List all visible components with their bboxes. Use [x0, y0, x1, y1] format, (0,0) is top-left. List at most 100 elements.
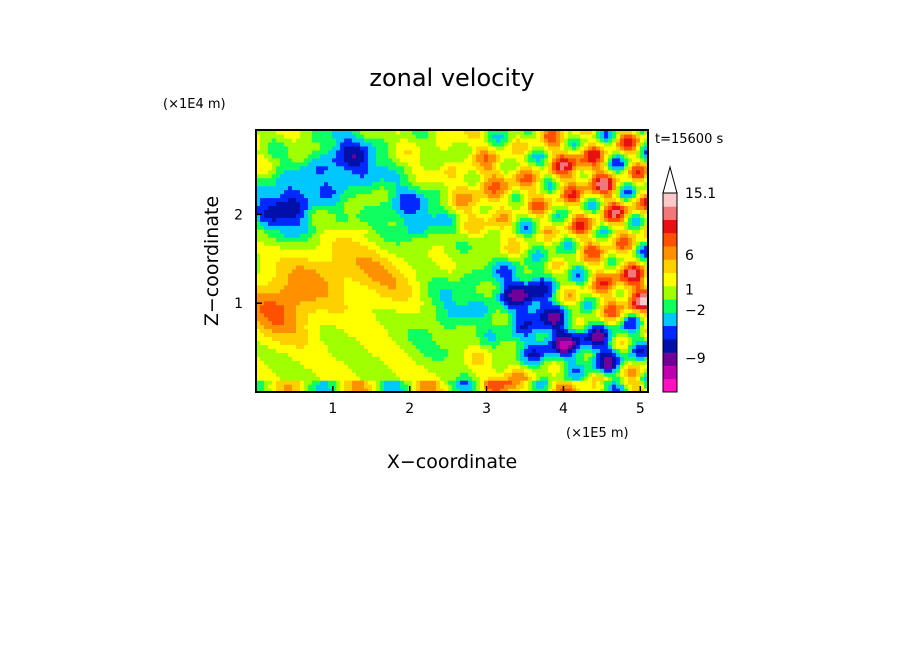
heatmap-cell — [404, 296, 409, 302]
heatmap-cell — [440, 376, 445, 381]
heatmap-cell — [432, 189, 437, 195]
heatmap-cell — [420, 300, 425, 306]
heatmap-cell — [476, 284, 481, 290]
heatmap-cell — [356, 352, 361, 357]
heatmap-cell — [512, 197, 517, 203]
heatmap-cell — [404, 368, 409, 373]
heatmap-cell — [264, 300, 269, 306]
heatmap-cell — [264, 130, 269, 135]
heatmap-cell — [516, 328, 521, 334]
heatmap-cell — [416, 288, 421, 294]
heatmap-cell — [400, 324, 405, 330]
heatmap-cell — [392, 229, 397, 234]
heatmap-cell — [328, 376, 333, 381]
heatmap-cell — [544, 360, 549, 365]
heatmap-cell — [476, 280, 481, 286]
heatmap-cell — [424, 380, 429, 385]
heatmap-cell — [376, 388, 381, 392]
heatmap-cell — [516, 264, 521, 270]
heatmap-cell — [440, 344, 445, 349]
heatmap-cell — [556, 352, 561, 357]
heatmap-cell — [356, 268, 361, 274]
heatmap-cell — [340, 308, 345, 314]
heatmap-cell — [260, 177, 265, 183]
heatmap-cell — [388, 161, 393, 167]
heatmap-cell — [480, 185, 485, 191]
heatmap-cell — [508, 264, 513, 270]
heatmap-cell — [260, 205, 265, 210]
heatmap-cell — [536, 360, 541, 365]
heatmap-cell — [308, 245, 313, 250]
heatmap-cell — [536, 356, 541, 361]
heatmap-cell — [400, 249, 405, 254]
heatmap-cell — [296, 376, 301, 381]
heatmap-cell — [280, 249, 285, 254]
heatmap-cell — [472, 205, 477, 210]
heatmap-cell — [540, 324, 545, 330]
heatmap-cell — [424, 213, 429, 218]
heatmap-cell — [308, 268, 313, 274]
heatmap-cell — [420, 316, 425, 322]
heatmap-cell — [408, 257, 413, 262]
heatmap-cell — [372, 352, 377, 357]
heatmap-cell — [528, 145, 533, 151]
heatmap-cell — [548, 213, 553, 218]
heatmap-cell — [372, 308, 377, 314]
heatmap-cell — [520, 213, 525, 218]
heatmap-cell — [456, 225, 461, 230]
heatmap-cell — [360, 316, 365, 322]
heatmap-cell — [392, 181, 397, 187]
heatmap-cell — [364, 157, 369, 163]
heatmap-cell — [488, 157, 493, 163]
heatmap-cell — [296, 264, 301, 270]
heatmap-cell — [472, 145, 477, 151]
heatmap-cell — [548, 388, 553, 392]
heatmap-cell — [504, 312, 509, 318]
heatmap-cell — [280, 197, 285, 203]
heatmap-cell — [324, 292, 329, 298]
heatmap-cell — [276, 356, 281, 361]
heatmap-cell — [268, 161, 273, 167]
heatmap-cell — [476, 320, 481, 326]
heatmap-cell — [500, 284, 505, 290]
heatmap-cell — [440, 165, 445, 171]
heatmap-cell — [404, 213, 409, 218]
heatmap-cell — [516, 201, 521, 207]
heatmap-cell — [296, 241, 301, 246]
heatmap-cell — [548, 340, 553, 345]
heatmap-cell — [256, 316, 261, 322]
heatmap-cell — [412, 237, 417, 242]
heatmap-cell — [356, 241, 361, 246]
heatmap-cell — [448, 312, 453, 318]
heatmap-cell — [416, 157, 421, 163]
heatmap-cell — [260, 316, 265, 322]
heatmap-cell — [284, 380, 289, 385]
heatmap-cell — [264, 388, 269, 392]
heatmap-cell — [328, 284, 333, 290]
heatmap-cell — [316, 189, 321, 195]
heatmap-cell — [312, 145, 317, 151]
heatmap-cell — [464, 324, 469, 330]
heatmap-cell — [416, 272, 421, 278]
heatmap-cell — [356, 336, 361, 341]
heatmap-cell — [304, 157, 309, 163]
heatmap-cell — [376, 241, 381, 246]
heatmap-cell — [448, 197, 453, 203]
heatmap-cell — [476, 213, 481, 218]
heatmap-cell — [324, 304, 329, 310]
heatmap-cell — [536, 173, 541, 179]
heatmap-cell — [496, 356, 501, 361]
heatmap-cell — [496, 130, 501, 135]
heatmap-cell — [260, 181, 265, 187]
heatmap-cell — [376, 368, 381, 373]
heatmap-cell — [424, 233, 429, 238]
heatmap-cell — [268, 229, 273, 234]
heatmap-cell — [500, 261, 505, 266]
heatmap-cell — [388, 241, 393, 246]
heatmap-cell — [336, 280, 341, 286]
heatmap-cell — [464, 344, 469, 349]
heatmap-cell — [496, 209, 501, 214]
heatmap-cell — [276, 229, 281, 234]
heatmap-cell — [368, 209, 373, 214]
heatmap-cell — [368, 280, 373, 286]
